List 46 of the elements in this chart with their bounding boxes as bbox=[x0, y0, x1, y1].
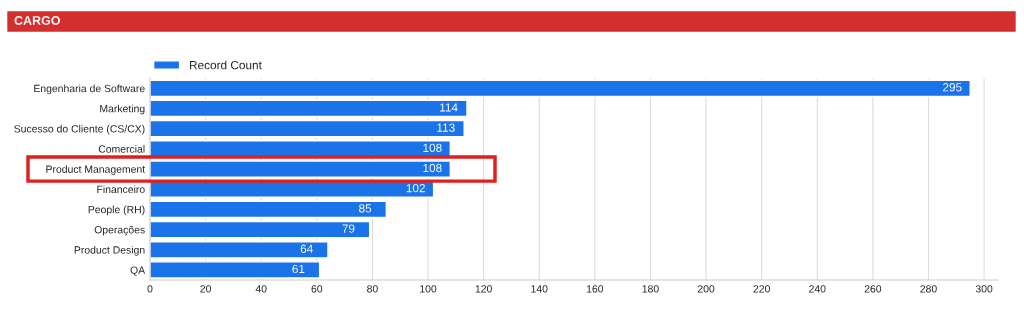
x-tick-label: 240 bbox=[809, 285, 826, 293]
x-tick-label: 300 bbox=[975, 285, 993, 293]
y-tick-label: Sucesso do Cliente (CS/CX) bbox=[14, 124, 145, 135]
data-label: 108 bbox=[423, 163, 442, 173]
data-label: 61 bbox=[292, 264, 305, 274]
y-tick-label: Product Design bbox=[74, 245, 145, 256]
y-tick-label: Financeiro bbox=[97, 185, 145, 194]
x-tick-label: 60 bbox=[311, 285, 323, 293]
x-tick-label: 200 bbox=[697, 285, 715, 293]
data-label: 295 bbox=[943, 83, 962, 92]
bar bbox=[150, 200, 388, 219]
data-label: 64 bbox=[300, 244, 313, 253]
data-label: 102 bbox=[406, 184, 425, 193]
x-tick-label: 20 bbox=[200, 285, 211, 293]
data-label: 79 bbox=[342, 224, 355, 233]
bar bbox=[150, 220, 371, 239]
bar bbox=[150, 79, 971, 98]
data-label: 113 bbox=[437, 123, 455, 132]
x-tick-label: 100 bbox=[420, 285, 437, 293]
data-label: 108 bbox=[423, 143, 442, 152]
x-tick-label: 120 bbox=[475, 285, 492, 293]
y-tick-label: QA bbox=[130, 266, 146, 276]
y-tick-label: Engenharia de Software bbox=[34, 84, 145, 95]
x-tick-label: 80 bbox=[367, 285, 378, 293]
text: CARGO bbox=[14, 16, 60, 25]
bar bbox=[150, 99, 468, 118]
bar bbox=[150, 261, 321, 279]
y-tick-label: Product Management bbox=[46, 165, 146, 175]
y-tick-label: People (RH) bbox=[88, 205, 145, 216]
y-tick-label: Marketing bbox=[100, 104, 145, 115]
x-tick-label: 140 bbox=[531, 285, 548, 293]
legend-label: Record Count bbox=[190, 60, 262, 70]
bar bbox=[150, 240, 329, 259]
bar bbox=[150, 160, 451, 178]
x-tick-label: 220 bbox=[753, 285, 770, 293]
x-tick-label: 160 bbox=[586, 285, 604, 293]
x-tick-label: 180 bbox=[642, 285, 659, 293]
bar bbox=[150, 119, 465, 138]
x-tick-label: 260 bbox=[864, 285, 882, 293]
data-label: 114 bbox=[440, 103, 458, 112]
y-tick-label: Operações bbox=[94, 225, 145, 236]
x-tick-label: 40 bbox=[255, 285, 267, 293]
y-tick-label: Comercial bbox=[98, 145, 145, 153]
data-label: 85 bbox=[359, 204, 372, 213]
x-tick-label: 280 bbox=[920, 285, 937, 293]
x-tick-label: 0 bbox=[147, 285, 153, 293]
